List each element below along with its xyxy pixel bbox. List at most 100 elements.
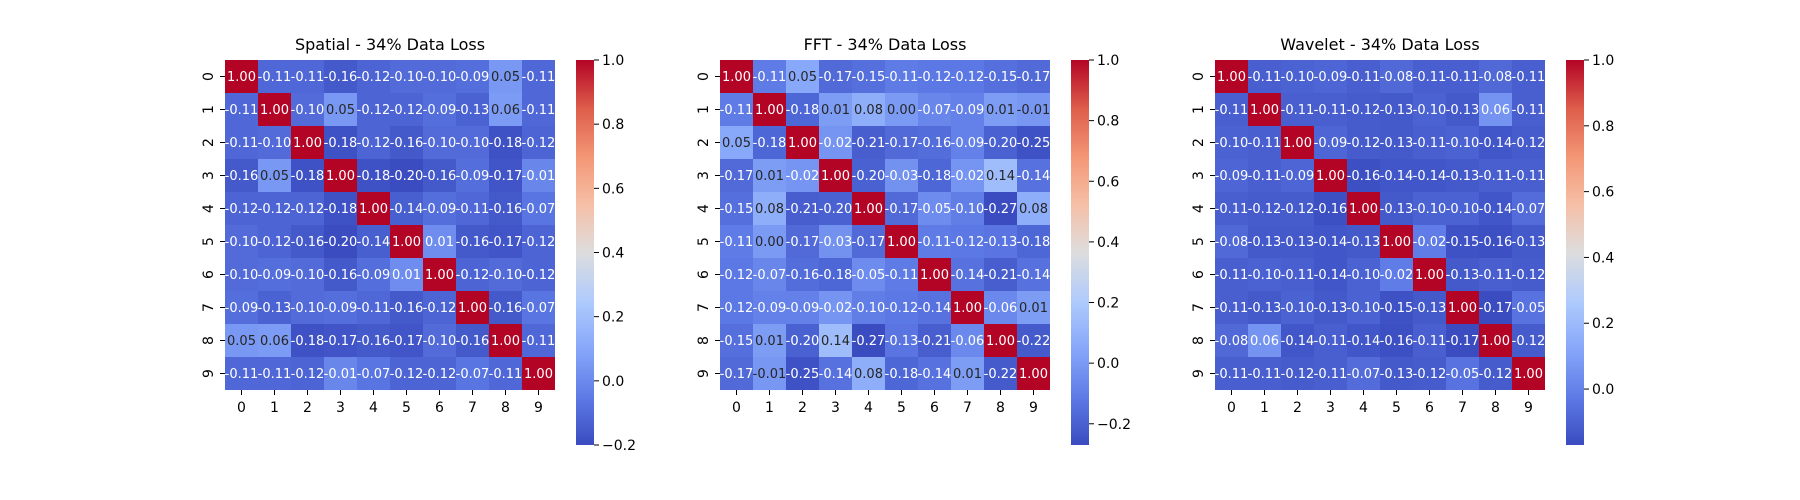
heatmap-cell (753, 324, 786, 357)
heatmap-cell (225, 225, 258, 258)
heatmap-cell (951, 126, 984, 159)
heatmap-cell (1017, 192, 1050, 225)
cell-value-label: -0.09 (951, 103, 985, 118)
cell-value-label: -0.13 (1380, 367, 1414, 382)
cell-value-label: -0.09 (423, 103, 457, 118)
heatmap-cell (1248, 225, 1281, 258)
heatmap-cell (522, 357, 555, 390)
heatmap-cell (1314, 93, 1347, 126)
cell-value-label: -0.07 (357, 367, 391, 382)
cell-value-label: -0.16 (918, 136, 952, 151)
heatmap-cell (1248, 192, 1281, 225)
cell-value-label: -0.12 (291, 202, 325, 217)
cell-value-label: -0.09 (786, 301, 820, 316)
cell-value-label: 1.00 (755, 103, 784, 118)
cell-value-label: 0.05 (260, 169, 289, 184)
cell-value-label: 1.00 (326, 169, 355, 184)
heatmap-cell (1314, 159, 1347, 192)
y-tick-label: 4 (201, 204, 217, 213)
heatmap-cell (786, 93, 819, 126)
colorbar-tick-label: −0.2 (602, 438, 636, 454)
heatmap-cell (1215, 225, 1248, 258)
heatmap-cell (984, 258, 1017, 291)
cell-value-label: -0.14 (357, 235, 391, 250)
cell-value-label: -0.09 (423, 202, 457, 217)
colorbar-tick-label: 0.4 (602, 246, 624, 262)
cell-value-label: -0.10 (423, 70, 457, 85)
heatmap-cell (819, 126, 852, 159)
heatmap-cell (951, 291, 984, 324)
x-tick-label: 0 (732, 400, 741, 416)
heatmap-cell (324, 192, 357, 225)
cell-value-label: -0.11 (1248, 367, 1282, 382)
cell-value-label: -0.14 (1413, 169, 1447, 184)
heatmap-cell (819, 159, 852, 192)
cell-value-label: -0.05 (918, 202, 952, 217)
heatmap-cell (918, 60, 951, 93)
cell-value-label: -0.02 (951, 169, 985, 184)
cell-value-label: -0.14 (819, 367, 853, 382)
heatmap-cell (390, 324, 423, 357)
y-tick-label: 7 (696, 303, 712, 312)
heatmap-cell (885, 93, 918, 126)
heatmap-cell (456, 159, 489, 192)
heatmap-cell (984, 126, 1017, 159)
cell-value-label: -0.03 (819, 235, 853, 250)
cell-value-label: 1.00 (887, 235, 916, 250)
cell-value-label: 0.14 (821, 334, 850, 349)
cell-value-label: -0.17 (786, 235, 820, 250)
cell-value-label: -0.18 (819, 268, 853, 283)
cell-value-label: -0.12 (390, 103, 424, 118)
cell-value-label: 0.06 (260, 334, 289, 349)
x-tick-label: 9 (534, 400, 543, 416)
heatmap-cell (291, 159, 324, 192)
heatmap-cell (1347, 93, 1380, 126)
cell-value-label: -0.12 (390, 367, 424, 382)
cell-value-label: -0.12 (1512, 268, 1546, 283)
heatmap-cell (489, 324, 522, 357)
heatmap-cell (951, 357, 984, 390)
heatmap-cell (819, 60, 852, 93)
heatmap-cell (720, 291, 753, 324)
heatmap-cell (1512, 192, 1545, 225)
cell-value-label: -0.01 (1017, 103, 1051, 118)
heatmap-cell (786, 357, 819, 390)
cell-value-label: -0.10 (390, 70, 424, 85)
y-tick-label: 8 (1191, 336, 1207, 345)
cell-value-label: -0.11 (258, 367, 292, 382)
heatmap-cell (1479, 291, 1512, 324)
heatmap-cell (390, 357, 423, 390)
cell-value-label: 1.00 (1415, 268, 1444, 283)
cell-value-label: -0.10 (1413, 202, 1447, 217)
heatmap-cell (786, 60, 819, 93)
cell-value-label: -0.09 (951, 136, 985, 151)
cell-value-label: -0.16 (1347, 169, 1381, 184)
heatmap-cell (918, 258, 951, 291)
x-tick-label: 0 (237, 400, 246, 416)
cell-value-label: -0.10 (852, 301, 886, 316)
x-tick-label: 7 (1458, 400, 1467, 416)
cell-value-label: -0.17 (1479, 301, 1513, 316)
cell-value-label: -0.12 (1281, 202, 1315, 217)
heatmap-cell (357, 225, 390, 258)
heatmap-cell (1380, 225, 1413, 258)
cell-value-label: -0.12 (357, 70, 391, 85)
cell-value-label: -0.17 (720, 367, 754, 382)
cell-value-label: -0.02 (819, 136, 853, 151)
heatmap-cell (1215, 291, 1248, 324)
colorbar (1566, 60, 1584, 445)
cell-value-label: -0.09 (1215, 169, 1249, 184)
y-tick-label: 5 (201, 237, 217, 246)
cell-value-label: 0.08 (1019, 202, 1048, 217)
cell-value-label: 1.00 (1481, 334, 1510, 349)
cell-value-label: -0.16 (225, 169, 259, 184)
heatmap-cell (225, 324, 258, 357)
heatmap-cell (951, 225, 984, 258)
cell-value-label: -0.14 (1314, 268, 1348, 283)
cell-value-label: 0.01 (392, 268, 421, 283)
cell-value-label: 0.08 (854, 367, 883, 382)
heatmap-cell (819, 357, 852, 390)
cell-value-label: -0.21 (786, 202, 820, 217)
cell-value-label: -0.18 (885, 367, 919, 382)
